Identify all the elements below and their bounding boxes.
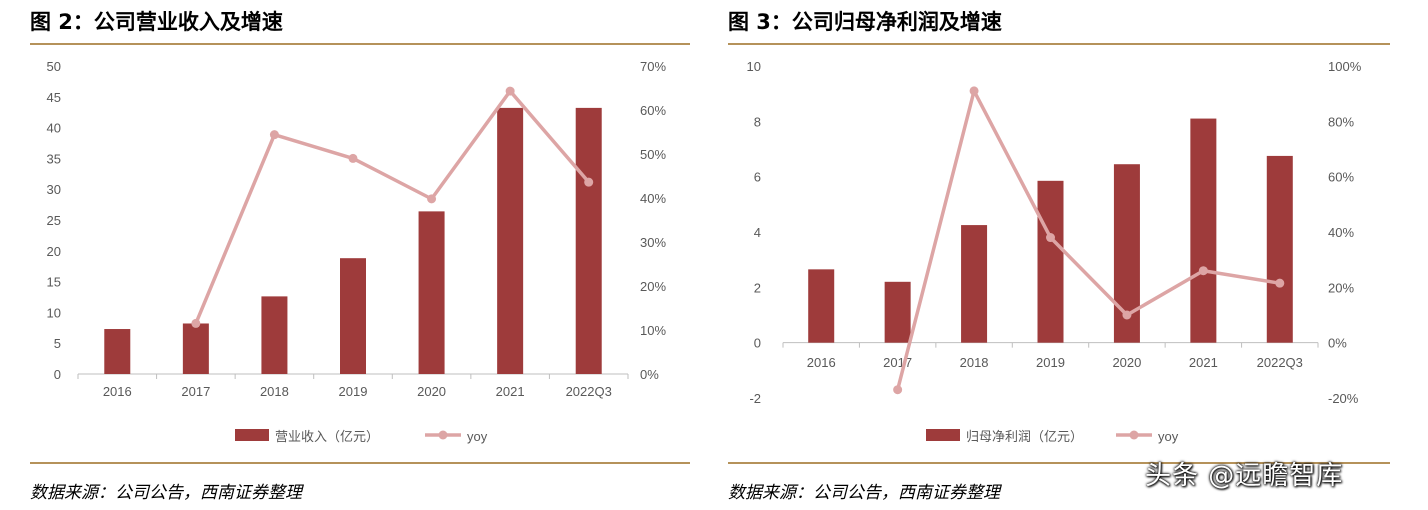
net-profit-chart: -2 0 2 4 6 8 10 -20% 0% 20% 40% 60% 80% 100% 2016 2017 2… xyxy=(747,59,1362,444)
yoy-point xyxy=(1122,310,1132,320)
category-label: 2018 xyxy=(960,355,989,370)
left-axis-tick-label: 10 xyxy=(747,59,761,74)
bar xyxy=(261,296,288,374)
left-axis-tick-label: 40 xyxy=(47,121,61,136)
right-axis-tick-label: 50% xyxy=(640,147,666,162)
left-axis-tick-label: 2 xyxy=(754,280,761,295)
category-label: 2017 xyxy=(883,355,912,370)
left-axis-tick-label: 5 xyxy=(54,336,61,351)
legend-bar-label: 营业收入（亿元） xyxy=(275,429,379,444)
bar xyxy=(1190,118,1217,343)
category-label: 2017 xyxy=(181,384,210,399)
chart-title: 图 3：公司归母净利润及增速 xyxy=(728,10,1002,34)
legend-bar-swatch xyxy=(235,429,269,441)
bar xyxy=(575,107,602,374)
source-note: 数据来源：公司公告，西南证券整理 xyxy=(728,483,1000,503)
right-axis-tick-label: 40% xyxy=(640,191,666,206)
category-label: 2022Q3 xyxy=(566,384,612,399)
category-label: 2020 xyxy=(417,384,446,399)
legend-bar-swatch xyxy=(926,429,960,441)
right-axis-tick-label: 40% xyxy=(1328,225,1354,240)
left-axis-tick-label: -2 xyxy=(749,391,761,406)
legend-line-marker xyxy=(1129,430,1139,440)
right-axis-tick-label: 60% xyxy=(1328,170,1354,185)
left-axis-tick-label: 10 xyxy=(47,305,61,320)
bar xyxy=(497,107,524,374)
left-axis-tick-label: 30 xyxy=(47,182,61,197)
right-axis-tick-label: 100% xyxy=(1328,59,1362,74)
yoy-point xyxy=(269,130,279,140)
revenue-chart: 0 5 10 15 20 25 30 35 40 45 50 0% 10% 20% 30% 40% 50% 60%… xyxy=(47,59,667,444)
left-axis-tick-label: 35 xyxy=(47,151,61,166)
right-axis-tick-label: 10% xyxy=(640,323,666,338)
left-axis-tick-label: 8 xyxy=(754,114,761,129)
right-axis-tick-label: -20% xyxy=(1328,391,1359,406)
yoy-point xyxy=(348,153,358,163)
top-rule xyxy=(30,43,690,45)
bar xyxy=(182,323,209,374)
bar xyxy=(104,329,131,374)
net-profit-panel: 图 3：公司归母净利润及增速 -2 0 2 4 6 8 10 -20% 0% 20% 40% 60% 8… xyxy=(728,0,1390,510)
top-rule xyxy=(728,43,1390,45)
legend-bar-label: 归母净利润（亿元） xyxy=(966,429,1083,444)
bar xyxy=(1266,155,1293,343)
yoy-point xyxy=(191,318,201,328)
yoy-point xyxy=(1198,266,1208,276)
yoy-point xyxy=(893,385,903,395)
left-axis-tick-label: 4 xyxy=(754,225,761,240)
left-axis-tick-label: 25 xyxy=(47,213,61,228)
right-axis-tick-label: 30% xyxy=(640,235,666,250)
category-label: 2021 xyxy=(1189,355,1218,370)
left-axis-tick-label: 20 xyxy=(47,244,61,259)
right-axis-tick-label: 20% xyxy=(1328,280,1354,295)
left-axis-tick-label: 0 xyxy=(754,336,761,351)
left-axis-tick-label: 45 xyxy=(47,90,61,105)
legend-line-label: yoy xyxy=(467,429,488,444)
right-axis-tick-label: 60% xyxy=(640,103,666,118)
bottom-rule xyxy=(30,462,690,464)
yoy-point xyxy=(505,86,515,96)
left-axis-tick-label: 0 xyxy=(54,367,61,382)
category-label: 2021 xyxy=(496,384,525,399)
left-axis-tick-label: 6 xyxy=(754,170,761,185)
right-axis-tick-label: 80% xyxy=(1328,114,1354,129)
legend-line-label: yoy xyxy=(1158,429,1179,444)
right-axis-tick-label: 20% xyxy=(640,279,666,294)
right-axis-tick-label: 0% xyxy=(640,367,659,382)
revenue-panel: 图 2：公司营业收入及增速 0 5 10 15 20 25 30 35 40 45 50 0% 10% 2… xyxy=(30,0,690,510)
yoy-point xyxy=(969,86,979,96)
yoy-point xyxy=(1046,233,1055,243)
source-note: 数据来源：公司公告，西南证券整理 xyxy=(30,483,302,503)
category-label: 2018 xyxy=(260,384,289,399)
category-label: 2020 xyxy=(1112,355,1141,370)
left-axis-tick-label: 50 xyxy=(47,59,61,74)
bar xyxy=(884,281,911,343)
category-label: 2019 xyxy=(1036,355,1065,370)
yoy-point xyxy=(1275,278,1285,288)
category-label: 2022Q3 xyxy=(1257,355,1303,370)
bottom-rule xyxy=(728,462,1390,464)
category-label: 2016 xyxy=(103,384,132,399)
bar xyxy=(340,258,366,374)
yoy-point xyxy=(584,177,594,187)
right-axis-tick-label: 0% xyxy=(1328,336,1347,351)
bar xyxy=(418,211,445,374)
watermark: 头条 @远瞻智库 xyxy=(1145,461,1344,491)
category-label: 2019 xyxy=(339,384,368,399)
left-axis-tick-label: 15 xyxy=(47,275,61,290)
bar xyxy=(961,225,988,343)
category-label: 2016 xyxy=(807,355,836,370)
bar xyxy=(808,269,835,343)
yoy-point xyxy=(427,194,437,204)
legend-line-marker xyxy=(438,430,448,440)
yoy-line xyxy=(895,89,1281,391)
bar xyxy=(1037,180,1064,343)
chart-title: 图 2：公司营业收入及增速 xyxy=(30,10,283,34)
yoy-line xyxy=(194,89,591,325)
right-axis-tick-label: 70% xyxy=(640,59,666,74)
